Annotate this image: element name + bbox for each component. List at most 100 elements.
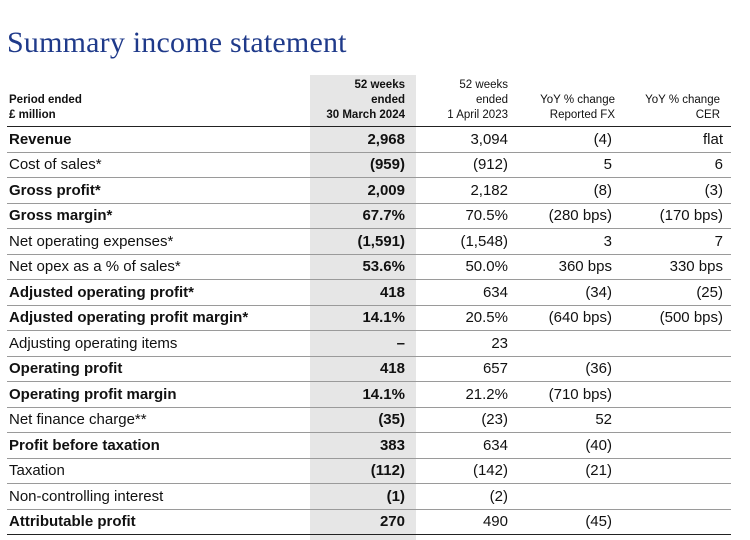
prior-period-value: 70.5% bbox=[416, 203, 519, 229]
prior-period-value: 23 bbox=[416, 330, 519, 357]
prior-period-value: 490 bbox=[416, 509, 519, 535]
yoy-cer-value: 330 bps bbox=[626, 254, 731, 280]
header-period-label: Period ended £ million bbox=[7, 78, 310, 127]
prior-period-value: (912) bbox=[416, 152, 519, 178]
header-col3-line2: Reported FX bbox=[549, 109, 615, 121]
current-period-value: – bbox=[310, 330, 416, 357]
table-row: Adjusted operating profit margin* 14.1% 20… bbox=[7, 305, 731, 331]
current-period-value: 14.1% bbox=[310, 381, 416, 408]
yoy-cer-value bbox=[626, 330, 731, 357]
yoy-cer-value bbox=[626, 483, 731, 510]
prior-period-value: (142) bbox=[416, 458, 519, 484]
prior-period-value: 20.5% bbox=[416, 305, 519, 331]
prior-period-value: (1,548) bbox=[416, 228, 519, 255]
yoy-reported-value: (280 bps) bbox=[519, 203, 626, 229]
yoy-cer-value: (170 bps) bbox=[626, 203, 731, 229]
table-row: Adjusting operating items –23 bbox=[7, 330, 731, 357]
current-period-value: (112) bbox=[310, 458, 416, 484]
yoy-reported-value: (4) bbox=[519, 126, 626, 153]
table-row: Net opex as a % of sales* 53.6% 50.0% 360 b… bbox=[7, 254, 731, 280]
current-period-value: 418 bbox=[310, 356, 416, 382]
yoy-cer-value bbox=[626, 381, 731, 408]
table-row: Profit before taxation 383 634 (40) bbox=[7, 432, 731, 459]
row-label: Adjusted operating profit* bbox=[7, 279, 310, 306]
header-col4-line2: CER bbox=[695, 109, 720, 121]
table-row: Attributable profit 270 490 (45) bbox=[7, 509, 731, 535]
yoy-cer-value: (25) bbox=[626, 279, 731, 306]
yoy-reported-value: 5 bbox=[519, 152, 626, 178]
table-row: Net operating expenses* (1,591) (1,548) 3 7 bbox=[7, 228, 731, 255]
yoy-cer-value: 6 bbox=[626, 152, 731, 178]
table-row: Taxation (112) (142) (21) bbox=[7, 458, 731, 484]
prior-period-value: 2,182 bbox=[416, 177, 519, 204]
row-label: Taxation bbox=[7, 458, 310, 484]
table-row: Gross margin* 67.7% 70.5% (280 bps) (170 bps… bbox=[7, 203, 731, 229]
prior-period-value: 21.2% bbox=[416, 381, 519, 408]
current-period-value: (1,591) bbox=[310, 228, 416, 255]
table-row: Cost of sales* (959) (912) 5 6 bbox=[7, 152, 731, 178]
header-label-line2: £ million bbox=[9, 109, 56, 121]
prior-period-value: 634 bbox=[416, 279, 519, 306]
yoy-reported-value: (34) bbox=[519, 279, 626, 306]
yoy-cer-value bbox=[626, 458, 731, 484]
yoy-reported-value: (640 bps) bbox=[519, 305, 626, 331]
yoy-reported-value: (45) bbox=[519, 509, 626, 535]
row-label: Revenue bbox=[7, 126, 310, 153]
yoy-cer-value bbox=[626, 356, 731, 382]
yoy-reported-value: 3 bbox=[519, 228, 626, 255]
table-row: Revenue 2,968 3,094 (4) flat bbox=[7, 126, 731, 153]
header-yoy-reported: YoY % change Reported FX bbox=[519, 78, 626, 127]
current-period-value: 2,968 bbox=[310, 126, 416, 153]
header-current-period: 52 weeks ended 30 March 2024 bbox=[310, 78, 416, 127]
header-col1-line3: 30 March 2024 bbox=[326, 109, 405, 121]
yoy-reported-value: (21) bbox=[519, 458, 626, 484]
row-label: Operating profit margin bbox=[7, 381, 310, 408]
yoy-reported-value bbox=[519, 330, 626, 357]
header-col3-line1: YoY % change bbox=[540, 94, 615, 106]
current-period-value: 14.1% bbox=[310, 305, 416, 331]
table-row: Adjusted operating profit* 418 634 (34) (25) bbox=[7, 279, 731, 306]
income-statement-table: Period ended £ million 52 weeks ended 30… bbox=[7, 78, 731, 535]
row-label: Cost of sales* bbox=[7, 152, 310, 178]
header-yoy-cer: YoY % change CER bbox=[626, 78, 731, 127]
table-row: Net finance charge** (35) (23) 52 bbox=[7, 407, 731, 433]
yoy-reported-value: (8) bbox=[519, 177, 626, 204]
yoy-reported-value bbox=[519, 483, 626, 510]
table-row: Gross profit* 2,009 2,182 (8) (3) bbox=[7, 177, 731, 204]
table-header-row: Period ended £ million 52 weeks ended 30… bbox=[7, 78, 731, 127]
current-period-value: 67.7% bbox=[310, 203, 416, 229]
header-prior-period: 52 weeks ended 1 April 2023 bbox=[416, 78, 519, 127]
row-label: Gross profit* bbox=[7, 177, 310, 204]
yoy-reported-value: 360 bps bbox=[519, 254, 626, 280]
row-label: Profit before taxation bbox=[7, 432, 310, 459]
current-period-value: 418 bbox=[310, 279, 416, 306]
page-title: Summary income statement bbox=[7, 26, 347, 59]
yoy-reported-value: (40) bbox=[519, 432, 626, 459]
prior-period-value: (2) bbox=[416, 483, 519, 510]
row-label: Adjusted operating profit margin* bbox=[7, 305, 310, 331]
row-label: Operating profit bbox=[7, 356, 310, 382]
current-period-value: 383 bbox=[310, 432, 416, 459]
yoy-cer-value bbox=[626, 432, 731, 459]
yoy-reported-value: 52 bbox=[519, 407, 626, 433]
row-label: Net finance charge** bbox=[7, 407, 310, 433]
row-label: Attributable profit bbox=[7, 509, 310, 535]
header-col2-line3: 1 April 2023 bbox=[447, 109, 508, 121]
row-label: Non-controlling interest bbox=[7, 483, 310, 510]
prior-period-value: 50.0% bbox=[416, 254, 519, 280]
yoy-cer-value bbox=[626, 509, 731, 535]
current-period-value: (1) bbox=[310, 483, 416, 510]
prior-period-value: 657 bbox=[416, 356, 519, 382]
header-col2-line2: ended bbox=[476, 94, 508, 106]
yoy-reported-value: (36) bbox=[519, 356, 626, 382]
header-col2-line1: 52 weeks bbox=[459, 79, 508, 91]
row-label: Adjusting operating items bbox=[7, 330, 310, 357]
row-label: Net opex as a % of sales* bbox=[7, 254, 310, 280]
header-col4-line1: YoY % change bbox=[645, 94, 720, 106]
table-row: Operating profit margin 14.1% 21.2% (710 bp… bbox=[7, 381, 731, 408]
yoy-cer-value: 7 bbox=[626, 228, 731, 255]
prior-period-value: (23) bbox=[416, 407, 519, 433]
header-col1-line1: 52 weeks bbox=[354, 79, 405, 91]
table-row: Non-controlling interest (1) (2) bbox=[7, 483, 731, 510]
prior-period-value: 634 bbox=[416, 432, 519, 459]
